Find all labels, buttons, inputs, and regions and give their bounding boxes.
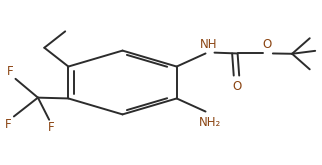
Text: O: O — [263, 38, 272, 51]
Text: NH₂: NH₂ — [199, 116, 221, 129]
Text: F: F — [5, 118, 11, 131]
Text: O: O — [232, 80, 242, 93]
Text: F: F — [7, 65, 14, 78]
Text: F: F — [47, 121, 54, 134]
Text: NH: NH — [200, 38, 217, 51]
